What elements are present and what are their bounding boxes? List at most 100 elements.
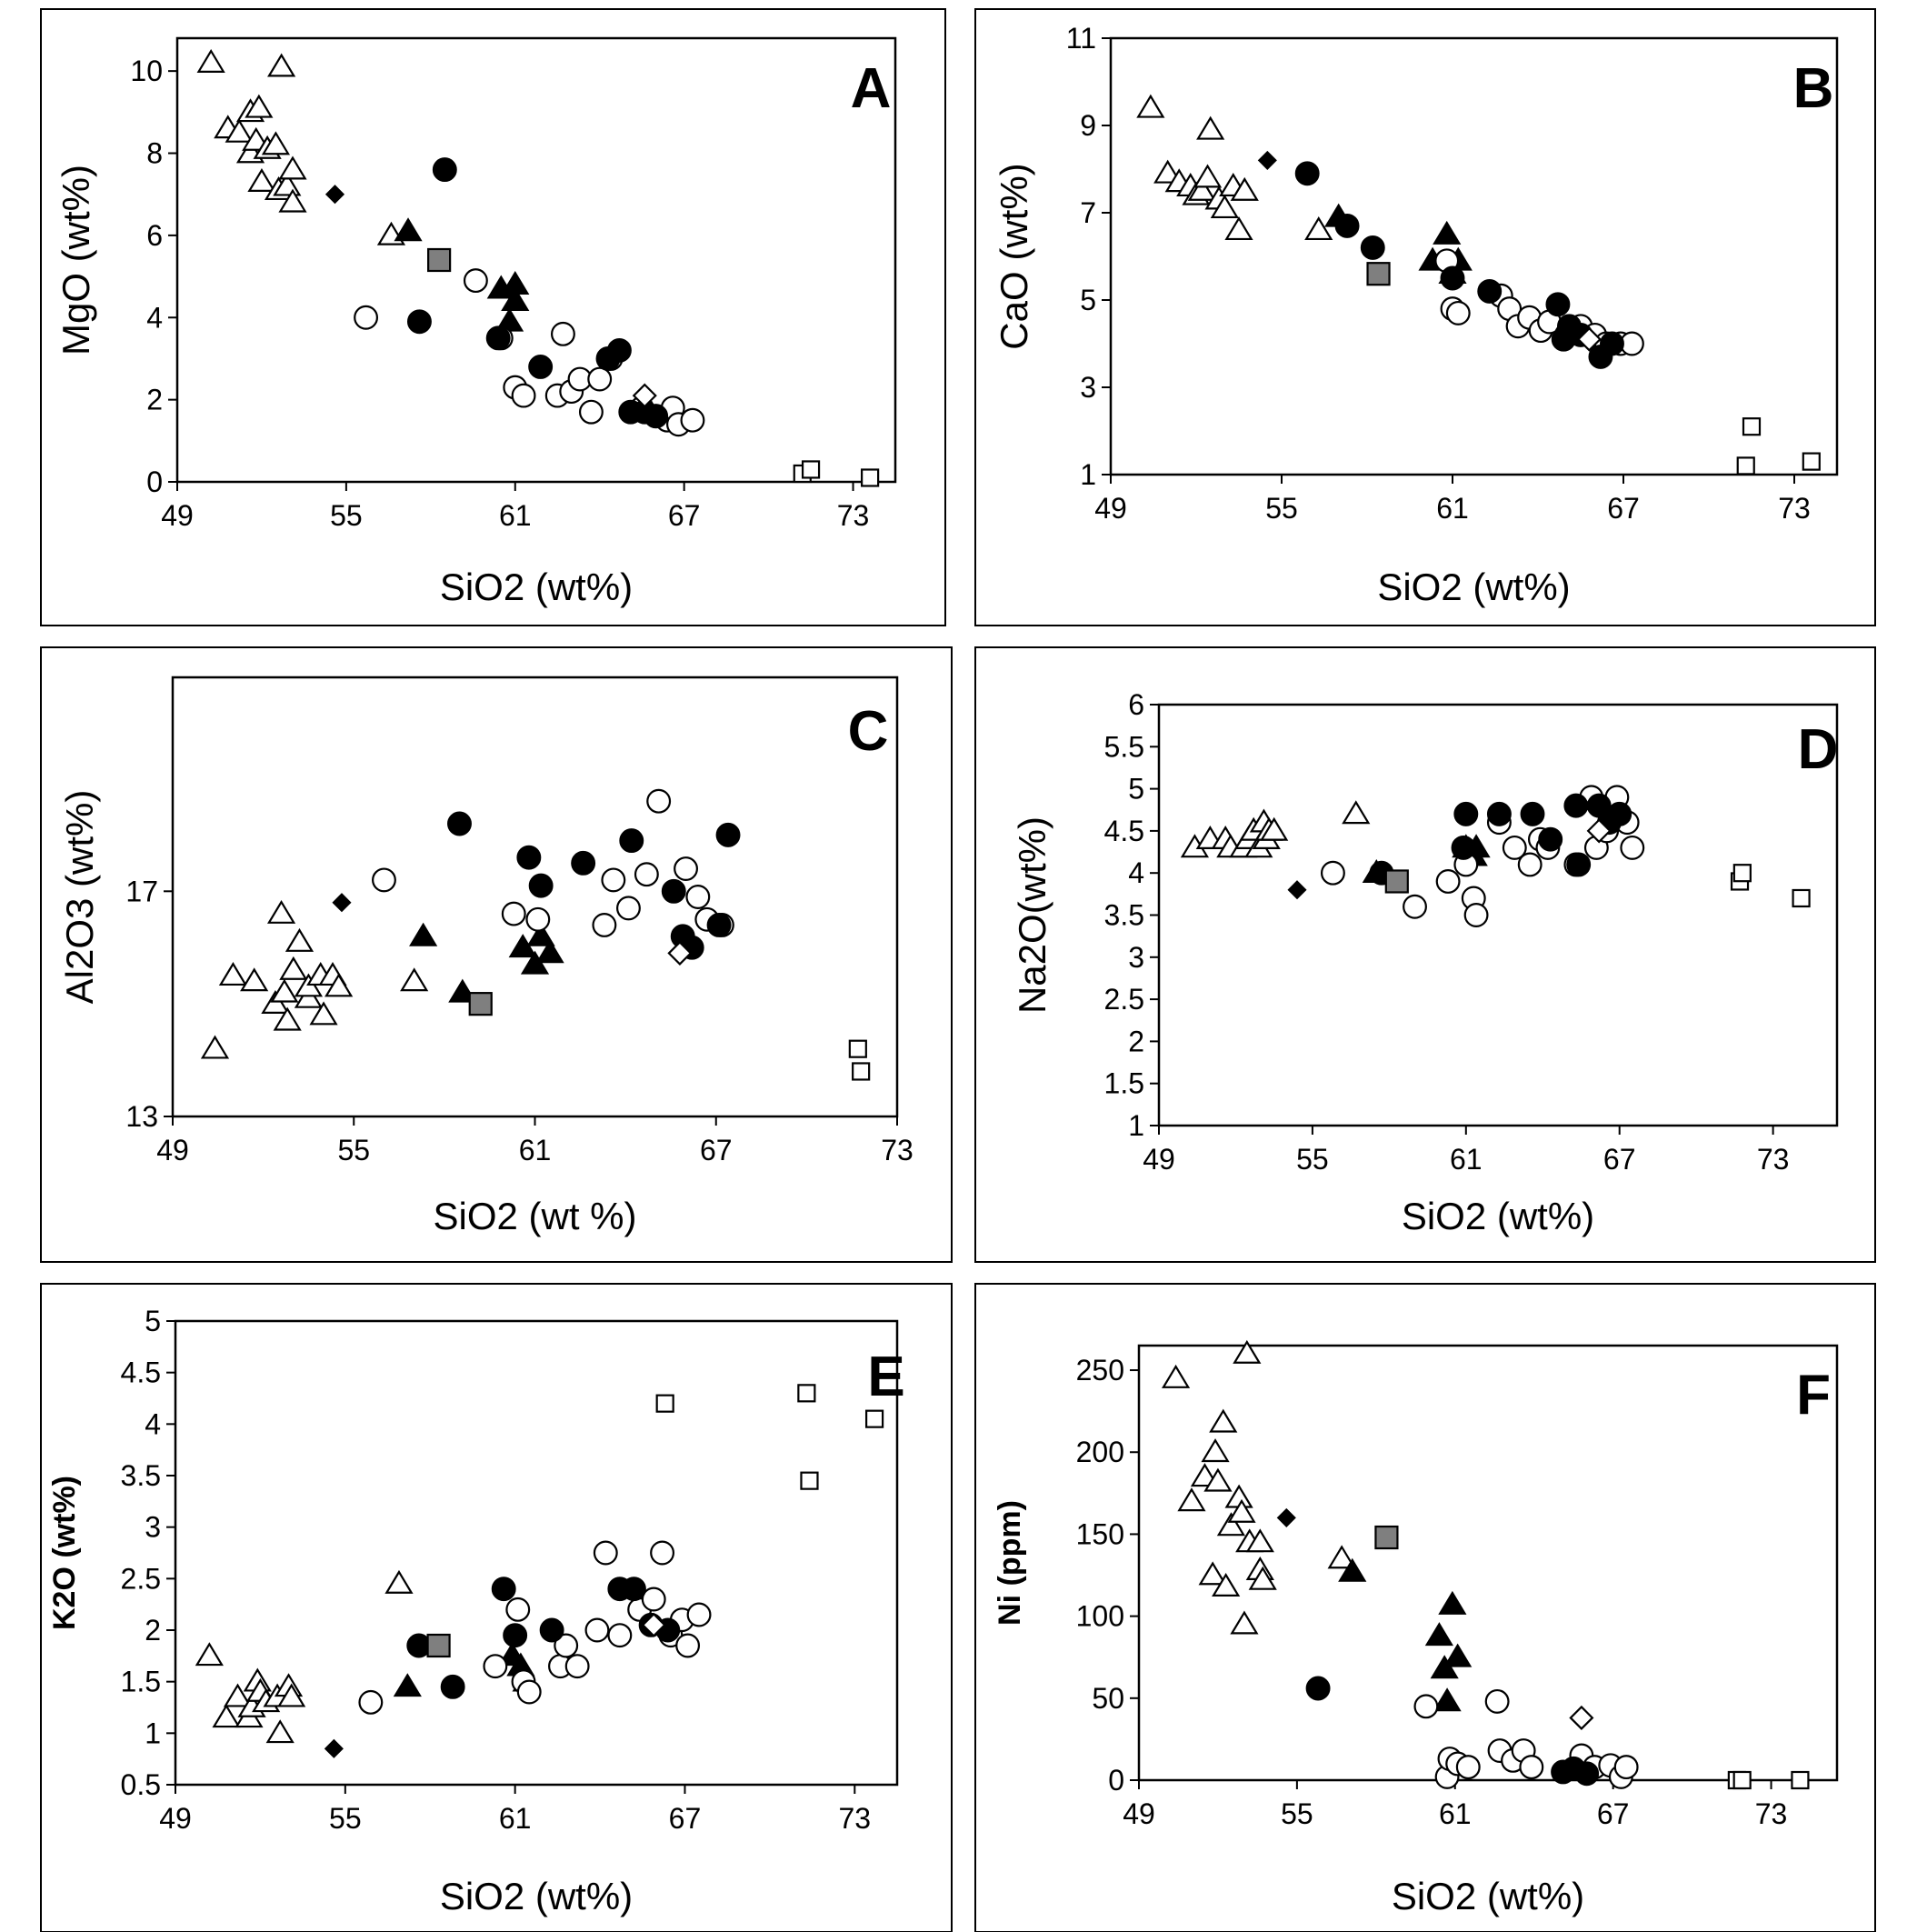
data-point xyxy=(641,1612,666,1637)
data-point xyxy=(1334,213,1360,238)
series-triangle-open xyxy=(1136,94,1333,241)
series-diamond-filled xyxy=(324,1738,344,1758)
series-square-gray xyxy=(1366,262,1391,286)
y-tick-label: 9 xyxy=(1080,109,1096,142)
panel-e: 49 55 61 67 73 0.5 1 1.5 2 2.5 3 3.5 4 4.5 5 SiO2 (wt%)… xyxy=(40,1283,953,1932)
data-point xyxy=(621,1577,646,1602)
data-point xyxy=(1424,1622,1453,1647)
data-point xyxy=(587,366,613,392)
x-tick-label: 49 xyxy=(159,1802,192,1835)
data-point xyxy=(400,967,429,992)
data-point xyxy=(212,1704,241,1728)
x-tick-label: 49 xyxy=(1123,1797,1155,1830)
data-point xyxy=(432,157,457,183)
panel-letter: B xyxy=(1793,57,1834,120)
data-point xyxy=(1732,864,1752,883)
data-point xyxy=(1216,1512,1246,1537)
series-square-open xyxy=(1736,417,1821,475)
x-tick-label: 61 xyxy=(1436,492,1469,525)
y-tick-label: 0.5 xyxy=(121,1768,161,1801)
data-point xyxy=(800,1471,819,1490)
data-point xyxy=(1435,869,1461,894)
x-axis-label: SiO2 (wt %) xyxy=(433,1195,636,1237)
x-tick-label: 67 xyxy=(1607,492,1640,525)
data-point xyxy=(1212,1573,1241,1597)
y-tick-label: 5 xyxy=(1128,773,1144,806)
data-point xyxy=(607,1623,633,1648)
panel-b: 49 55 61 67 73 1 3 5 7 9 11 SiO2 (wt%) CaO (wt%) B xyxy=(974,8,1876,626)
y-tick-label: 4 xyxy=(145,1407,161,1440)
data-point xyxy=(195,1642,224,1667)
data-point xyxy=(650,1540,675,1566)
data-point xyxy=(1257,150,1277,170)
data-point xyxy=(1177,1487,1206,1512)
panel-frame xyxy=(974,646,1876,1263)
data-point xyxy=(1433,220,1462,245)
x-axis-label: SiO2 (wt%) xyxy=(1377,566,1570,608)
panel-frame xyxy=(40,8,946,626)
y-tick-label: 1.5 xyxy=(1104,1067,1144,1100)
data-point xyxy=(528,355,554,379)
x-tick-label: 67 xyxy=(669,1802,702,1835)
data-point xyxy=(409,922,438,946)
data-point xyxy=(1600,331,1624,356)
data-point xyxy=(592,913,617,937)
y-tick-label: 150 xyxy=(1076,1517,1124,1550)
data-point xyxy=(332,893,352,913)
panel-frame xyxy=(40,1283,953,1932)
data-point xyxy=(1574,1761,1600,1787)
data-point xyxy=(1248,1566,1277,1590)
y-tick-label: 8 xyxy=(146,137,163,170)
data-point xyxy=(358,1689,384,1715)
data-point xyxy=(655,1394,674,1413)
data-point xyxy=(564,1654,590,1679)
data-point xyxy=(1203,1467,1233,1492)
y-tick-label: 2.5 xyxy=(121,1562,161,1595)
y-tick-label: 3.5 xyxy=(121,1459,161,1492)
data-point xyxy=(1620,835,1645,860)
data-point xyxy=(406,1633,432,1658)
data-point xyxy=(278,188,307,213)
data-point xyxy=(685,885,711,909)
data-point xyxy=(535,939,564,964)
panel-letter: D xyxy=(1798,718,1839,781)
data-point xyxy=(1545,292,1571,317)
y-tick-label: 4 xyxy=(146,301,163,334)
series-square-gray xyxy=(427,247,452,273)
data-point xyxy=(1338,1557,1367,1582)
data-point xyxy=(1502,835,1527,860)
plot-area xyxy=(1137,1344,1839,1782)
x-tick-label: 67 xyxy=(1603,1143,1636,1176)
series-square-open xyxy=(848,1039,871,1081)
data-point xyxy=(1294,161,1320,186)
data-point xyxy=(797,1384,816,1403)
data-point xyxy=(285,927,315,952)
x-axis-label: SiO2 (wt%) xyxy=(440,566,633,608)
data-point xyxy=(1196,115,1225,140)
data-point xyxy=(273,1006,302,1031)
data-point xyxy=(266,899,296,924)
data-point xyxy=(483,1654,508,1679)
data-point xyxy=(1230,1610,1259,1635)
series-square-gray xyxy=(1374,1525,1399,1550)
series-diamond-open xyxy=(667,940,693,966)
data-point xyxy=(641,1587,666,1612)
x-tick-label: 73 xyxy=(881,1134,914,1166)
data-point xyxy=(394,217,423,242)
y-tick-label: 5 xyxy=(1080,284,1096,316)
data-point xyxy=(1802,452,1821,471)
plot-area xyxy=(175,36,897,484)
y-tick-label: 2 xyxy=(145,1614,161,1647)
y-tick-label: 11 xyxy=(1066,22,1096,55)
data-point xyxy=(1440,265,1465,291)
data-point xyxy=(225,118,254,143)
data-point xyxy=(427,247,452,273)
data-point xyxy=(1193,164,1223,188)
data-point xyxy=(393,1673,422,1697)
x-tick-label: 73 xyxy=(1757,1143,1790,1176)
data-point xyxy=(686,1602,712,1627)
series-diamond-filled xyxy=(1287,880,1307,900)
data-point xyxy=(279,956,308,980)
panel-letter: F xyxy=(1796,1364,1831,1426)
y-tick-label: 3 xyxy=(145,1511,161,1544)
